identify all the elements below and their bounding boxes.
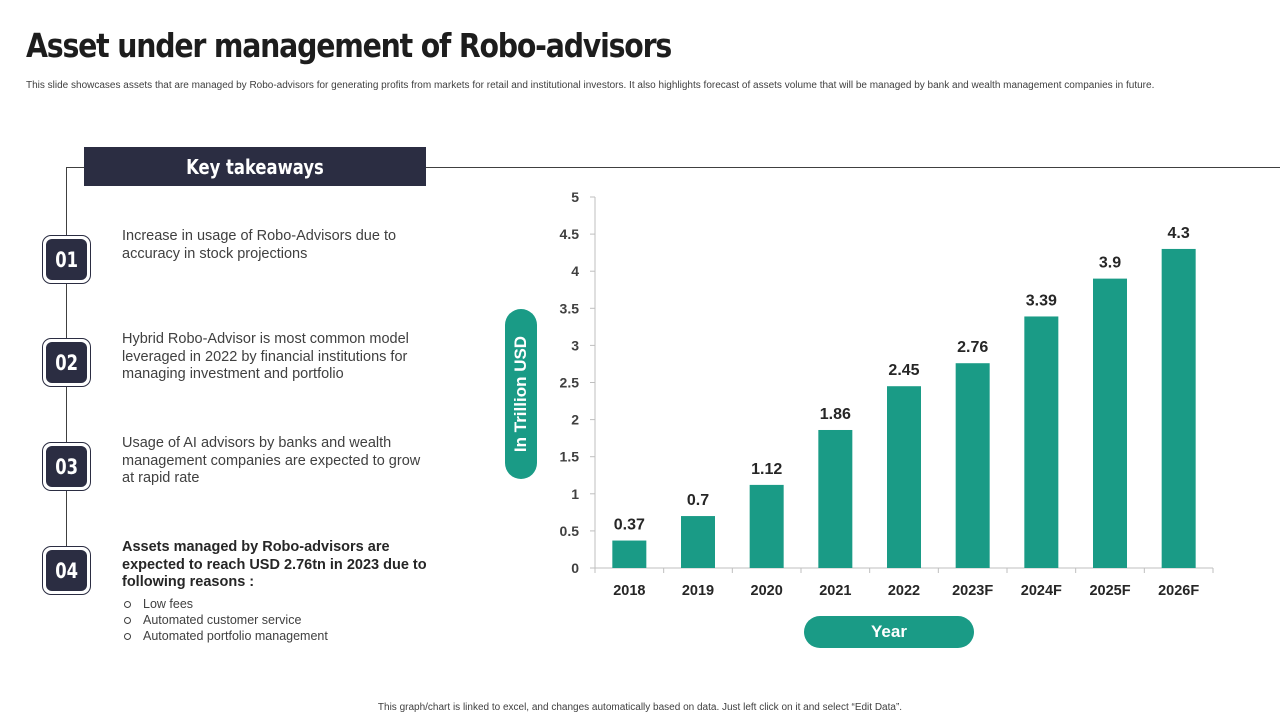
bar (1024, 316, 1059, 568)
data-label: 1.12 (751, 461, 782, 478)
x-tick-label: 2019 (682, 583, 714, 599)
y-tick-label: 4.5 (560, 226, 580, 242)
badge-number: 01 (55, 247, 78, 272)
number-badge-03: 03 (42, 442, 91, 491)
data-label: 3.9 (1099, 255, 1121, 272)
takeaway-text-02: Hybrid Robo-Advisor is most common model… (122, 331, 409, 382)
list-item-label: Low fees (143, 597, 194, 611)
y-tick-label: 2.5 (560, 375, 580, 391)
bullet-circle-icon (124, 616, 131, 624)
footer-note: This graph/chart is linked to excel, and… (377, 702, 903, 713)
x-tick-label: 2021 (819, 583, 851, 599)
data-label: 2.45 (888, 362, 919, 379)
bullet-circle-icon (124, 632, 131, 640)
number-badge-02: 02 (42, 338, 91, 387)
number-badge-01: 01 (42, 235, 91, 284)
data-label: 2.76 (957, 339, 988, 356)
frame-top-line (66, 167, 1280, 168)
takeaway-text-04: Assets managed by Robo-advisors are expe… (122, 539, 427, 590)
bar (818, 429, 853, 568)
y-tick-label: 3.5 (560, 300, 580, 316)
x-tick-label: 2022 (888, 583, 920, 599)
bullet-circle-icon (124, 600, 131, 608)
list-item: Automated customer service (122, 612, 432, 628)
list-item-label: Automated portfolio management (143, 629, 328, 643)
x-tick-label: 2020 (751, 583, 783, 599)
y-tick-label: 0.5 (560, 523, 580, 539)
bar (887, 386, 921, 568)
x-tick-label: 2025F (1089, 583, 1130, 599)
y-tick-label: 1.5 (560, 449, 580, 465)
bar (1161, 248, 1196, 568)
badge-number: 03 (55, 454, 78, 479)
x-tick-label: 2026F (1158, 583, 1199, 599)
takeaway-text-03: Usage of AI advisors by banks and wealth… (122, 435, 421, 486)
key-takeaways-label: Key takeaways (186, 154, 324, 179)
y-tick-label: 3 (571, 337, 579, 353)
y-tick-label: 1 (571, 486, 579, 502)
y-axis-title: In Trillion USD (505, 309, 537, 479)
takeaway-text-01: Increase in usage of Robo-Advisors due t… (122, 228, 397, 262)
x-tick-label: 2024F (1021, 583, 1062, 599)
bar (749, 484, 784, 568)
bar (955, 363, 990, 568)
reasons-list: Low fees Automated customer service Auto… (122, 596, 432, 644)
bar (1093, 278, 1127, 568)
page-subtitle: This slide showcases assets that are man… (26, 80, 1155, 91)
y-tick-label: 5 (571, 189, 579, 205)
list-item: Automated portfolio management (122, 628, 432, 644)
y-tick-label: 0 (571, 560, 579, 576)
data-label: 3.39 (1026, 292, 1057, 309)
number-badge-04: 04 (42, 546, 91, 595)
y-tick-label: 4 (571, 263, 579, 279)
list-item: Low fees (122, 596, 432, 612)
x-tick-label: 2023F (952, 583, 993, 599)
key-takeaways-header: Key takeaways (84, 147, 426, 186)
page-title: Asset under management of Robo-advisors (26, 26, 672, 65)
badge-number: 04 (55, 558, 78, 583)
x-tick-label: 2018 (613, 583, 645, 599)
x-axis-title: Year (804, 616, 974, 648)
list-item-label: Automated customer service (143, 613, 302, 627)
y-tick-label: 2 (571, 412, 579, 428)
data-label: 0.37 (614, 517, 645, 534)
badge-number: 02 (55, 350, 78, 375)
data-label: 0.7 (687, 492, 709, 509)
data-label: 1.86 (820, 406, 851, 423)
data-label: 4.3 (1168, 225, 1190, 242)
bar (681, 516, 715, 568)
bar (612, 540, 647, 568)
